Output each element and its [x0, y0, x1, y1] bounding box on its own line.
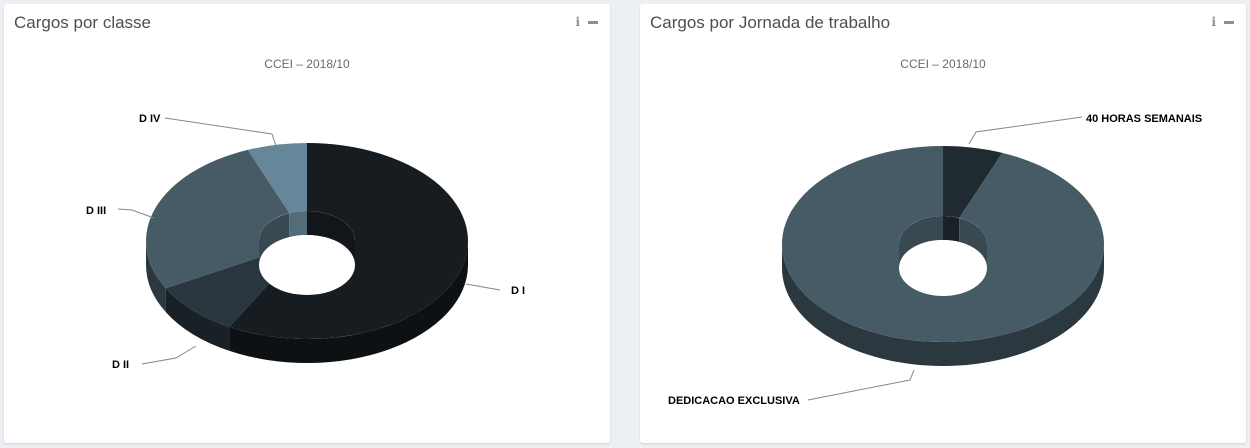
data-label-d-iii: D III [86, 205, 106, 217]
slice-side-d-iii[interactable] [146, 241, 166, 313]
donut-group [146, 143, 468, 364]
slice-side-d-ii[interactable] [165, 288, 230, 351]
data-label-d-i: D I [511, 285, 525, 297]
data-label-40-horas-semanais: 40 HORAS SEMANAIS [1086, 113, 1202, 125]
slice-inner-dedicacao-exclusiva [959, 217, 987, 268]
slice-inner-d-i [307, 211, 355, 265]
data-label-dedicacao-exclusiva: DEDICACAO EXCLUSIVA [668, 395, 800, 407]
donut-hole-bottom [259, 235, 355, 295]
slice-side-dedicacao-exclusiva[interactable] [782, 244, 1104, 366]
panel-tools: i [1211, 15, 1234, 29]
connector-d-ii [141, 345, 197, 365]
minimize-icon[interactable] [1224, 20, 1234, 24]
slice-d-iii[interactable] [146, 149, 290, 289]
panel-tools: i [575, 15, 598, 29]
slice-40-horas-semanais[interactable] [943, 146, 1003, 218]
connector-d-i [465, 283, 501, 291]
donut-hole-bottom [899, 240, 987, 296]
chart-panel-cargos-por-classe: CCEI – 2018/10 D I D II D III D IV Cargos p… [4, 4, 610, 443]
panel-title: Cargos por Jornada de trabalho [650, 13, 891, 32]
slice-inner-d-iii [259, 213, 290, 265]
donut-group [782, 146, 1105, 366]
connector-d-iii [117, 208, 155, 219]
chart-panel-cargos-por-jornada: CCEI – 2018/10 40 HORAS SEMANAIS DEDICACA… [640, 4, 1246, 443]
chart-subtitle: CCEI – 2018/10 [900, 57, 986, 71]
slice-d-iv[interactable] [247, 143, 307, 214]
slice-inner-40-horas-semanais [943, 216, 960, 242]
pie-chart-cargos-por-classe: CCEI – 2018/10 D I D II D III D IV [86, 57, 525, 371]
info-icon[interactable]: i [1211, 15, 1216, 29]
pie-chart-cargos-por-jornada: CCEI – 2018/10 40 HORAS SEMANAIS DEDICACA… [668, 57, 1202, 407]
data-label-d-ii: D II [112, 359, 129, 371]
slice-inner-d-iv [289, 211, 307, 238]
info-icon[interactable]: i [575, 15, 580, 29]
connector-dedicacao-exclusiva [807, 369, 915, 401]
panel-title: Cargos por classe [14, 13, 152, 32]
connector-d-iv [164, 117, 277, 147]
minimize-icon[interactable] [588, 20, 598, 24]
chart-subtitle: CCEI – 2018/10 [264, 57, 350, 71]
data-label-d-iv: D IV [139, 113, 161, 125]
connector-40-horas-semanais [968, 116, 1083, 145]
slice-dedicacao-exclusiva[interactable] [782, 146, 1105, 342]
slice-side-d-i[interactable] [229, 241, 468, 364]
slice-inner-dedicacao-exclusiva [899, 216, 943, 268]
slice-d-ii[interactable] [165, 255, 284, 327]
